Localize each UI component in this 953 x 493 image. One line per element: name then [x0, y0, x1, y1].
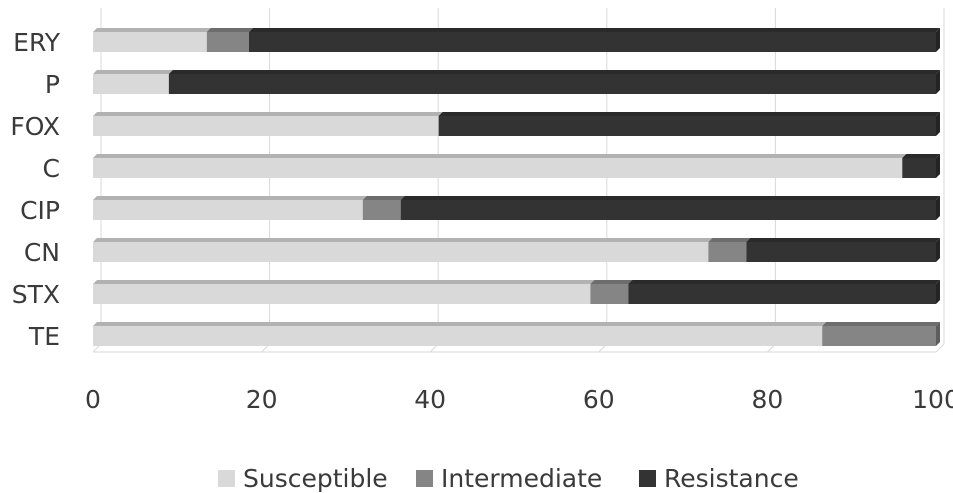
bar-stx-susceptible-top: [93, 280, 595, 284]
bar-cip-resistance: [400, 200, 936, 220]
bar-p-resistance-top: [168, 70, 940, 74]
category-label-c: C: [43, 154, 60, 183]
bar-cn-intermediate: [708, 242, 747, 262]
legend-label-resistance: Resistance: [664, 464, 799, 493]
bar-cn-resistance-top: [746, 238, 940, 242]
bar-cip-susceptible-top: [93, 196, 367, 200]
bar-te-intermediate: [822, 326, 936, 346]
category-label-fox: FOX: [10, 112, 60, 141]
bar-c-susceptible: [93, 158, 903, 178]
bar-p-susceptible: [93, 74, 169, 94]
legend: Susceptible Intermediate Resistance: [218, 464, 799, 493]
bar-p-resistance: [168, 74, 936, 94]
category-label-stx: STX: [12, 280, 60, 309]
bar-fox-resistance: [438, 116, 936, 136]
category-labels: ERY P FOX C CIP CN STX TE: [10, 28, 60, 351]
bar-cn-intermediate-top: [708, 238, 751, 242]
bar-fox-resistance-top: [438, 112, 940, 116]
bar-p-end-cap: [936, 70, 940, 94]
bar-c-susceptible-top: [93, 154, 907, 158]
bar-stx-resistance: [628, 284, 936, 304]
bar-cn-susceptible: [93, 242, 709, 262]
bar-cn-susceptible-top: [93, 238, 713, 242]
bar-ery-susceptible: [93, 32, 207, 52]
category-label-cip: CIP: [20, 196, 60, 225]
legend-swatch-susceptible: [218, 470, 235, 487]
category-label-p: P: [45, 70, 60, 99]
bar-ery-susceptible-top: [93, 28, 211, 32]
bar-fox-end-cap: [936, 112, 940, 136]
bar-ery-resistance-top: [248, 28, 940, 32]
bar-ery-intermediate-top: [206, 28, 253, 32]
bar-cn-resistance: [746, 242, 936, 262]
x-tick-label: 80: [751, 385, 783, 414]
bar-ery-end-cap: [936, 28, 940, 52]
x-axis-tick-labels: 0 20 40 60 80 100: [85, 385, 953, 414]
bar-te-intermediate-top: [822, 322, 940, 326]
bar-fox-susceptible-top: [93, 112, 443, 116]
gridline-foot: [935, 343, 945, 353]
bar-fox-susceptible: [93, 116, 439, 136]
category-label-ery: ERY: [13, 28, 61, 57]
category-label-te: TE: [28, 322, 60, 351]
bar-cip-resistance-top: [400, 196, 940, 200]
x-tick-label: 0: [85, 385, 101, 414]
bar-stx-intermediate-top: [590, 280, 633, 284]
bar-c-resistance-top: [902, 154, 940, 158]
bar-ery-intermediate: [206, 32, 249, 52]
legend-swatch-intermediate: [416, 470, 433, 487]
bar-te-susceptible-top: [93, 322, 827, 326]
bar-stx-resistance-top: [628, 280, 940, 284]
category-label-cn: CN: [24, 238, 60, 267]
bars: [93, 28, 940, 346]
bar-stx-end-cap: [936, 280, 940, 304]
legend-label-intermediate: Intermediate: [441, 464, 602, 493]
bar-te-end-cap: [936, 322, 940, 346]
x-tick-label: 60: [583, 385, 615, 414]
legend-label-susceptible: Susceptible: [243, 464, 388, 493]
bar-p-susceptible-top: [93, 70, 173, 74]
bar-c-end-cap: [936, 154, 940, 178]
bar-stx-intermediate: [590, 284, 629, 304]
bar-stx-susceptible: [93, 284, 591, 304]
bar-c-resistance: [902, 158, 936, 178]
bar-te-susceptible: [93, 326, 823, 346]
legend-swatch-resistance: [639, 470, 656, 487]
bar-cn-end-cap: [936, 238, 940, 262]
bar-cip-intermediate: [362, 200, 401, 220]
x-tick-label: 100: [912, 385, 953, 414]
bar-cip-susceptible: [93, 200, 363, 220]
bar-ery-resistance: [248, 32, 936, 52]
x-tick-label: 20: [246, 385, 278, 414]
bar-cip-intermediate-top: [362, 196, 405, 200]
bar-cip-end-cap: [936, 196, 940, 220]
x-tick-label: 40: [414, 385, 446, 414]
